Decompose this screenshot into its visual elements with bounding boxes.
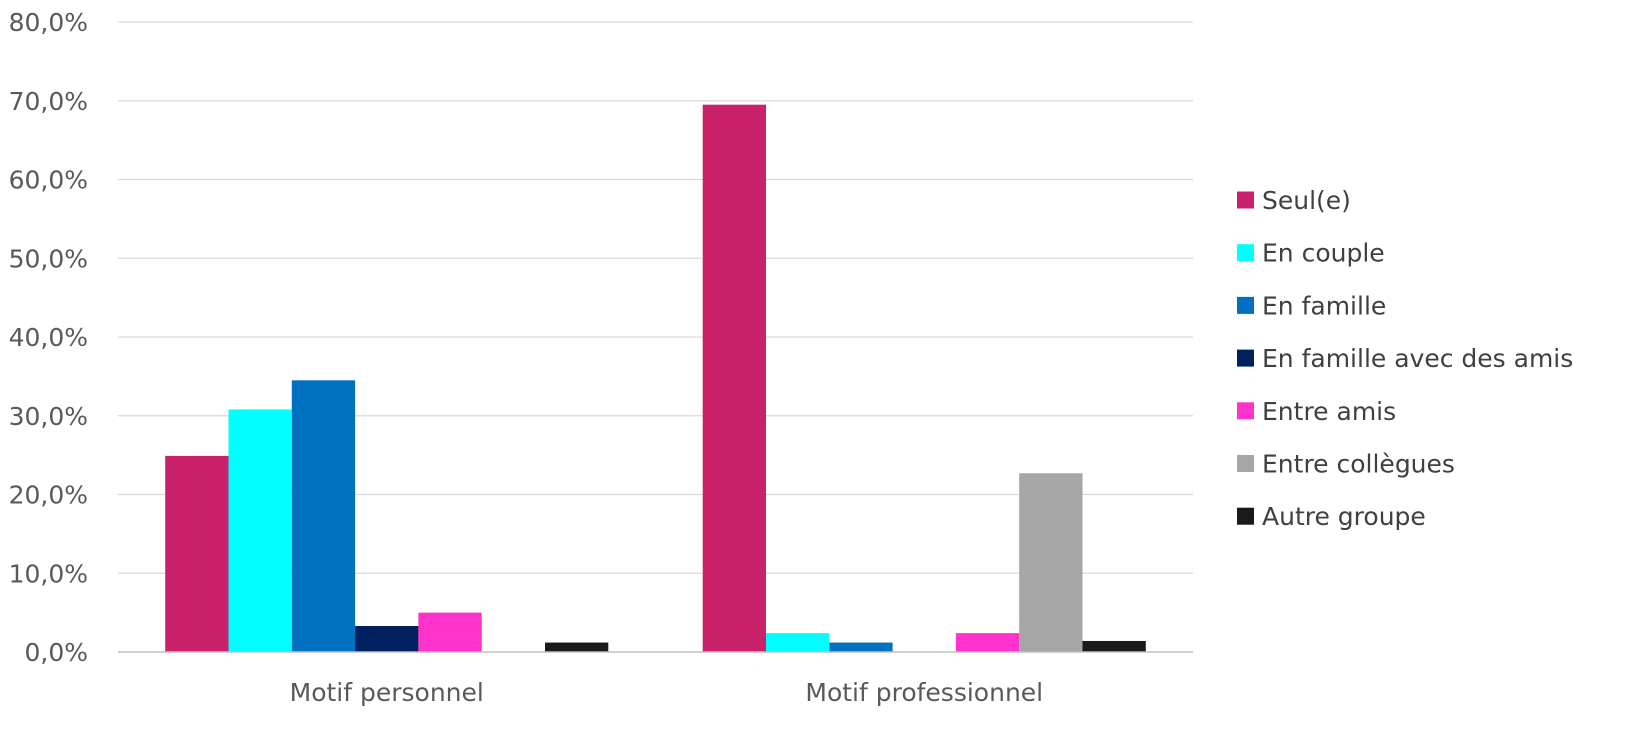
bars: [165, 104, 1146, 652]
y-tick-label: 10,0%: [9, 559, 88, 588]
y-tick-label: 40,0%: [9, 323, 88, 352]
legend-swatch: [1237, 244, 1254, 262]
category-label: Motif professionnel: [805, 678, 1043, 707]
bar-en-famille-1: [829, 642, 893, 652]
legend-swatch: [1237, 296, 1254, 314]
y-tick-label: 20,0%: [9, 481, 88, 510]
legend-label: Entre collègues: [1262, 450, 1455, 479]
legend-swatch: [1237, 191, 1254, 209]
bar-entre-amis-0: [418, 612, 482, 652]
bar-en-famille-avec-des-amis-0: [355, 626, 419, 652]
y-tick-label: 80,0%: [9, 8, 88, 37]
legend-label: En couple: [1262, 239, 1385, 268]
legend: Seul(e) En couple En famille En famille ave…: [1237, 186, 1573, 531]
bar-entre-amis-1: [955, 633, 1020, 652]
bar-en-couple-0: [228, 409, 292, 652]
legend-swatch: [1237, 349, 1254, 367]
y-tick-label: 30,0%: [9, 402, 88, 431]
legend-label: Entre amis: [1262, 397, 1396, 426]
y-tick-label: 70,0%: [9, 87, 88, 116]
category-label: Motif personnel: [290, 678, 484, 707]
bar-autre-groupe-0: [545, 642, 609, 652]
legend-label: En famille avec des amis: [1262, 344, 1573, 373]
legend-swatch: [1237, 402, 1254, 420]
bar-seul-e--0: [165, 455, 229, 652]
legend-label: Seul(e): [1262, 186, 1351, 215]
y-tick-label: 0,0%: [24, 638, 88, 667]
y-tick-label: 50,0%: [9, 244, 88, 273]
category-labels: Motif personnel Motif professionnel: [290, 678, 1043, 707]
y-axis-ticks: 0,0% 10,0% 20,0% 30,0% 40,0% 50,0% 60,0% 70,0% 8…: [9, 8, 88, 667]
legend-label: En famille: [1262, 291, 1386, 320]
bar-autre-groupe-1: [1082, 640, 1146, 652]
bar-en-couple-1: [766, 633, 830, 652]
bar-en-famille-0: [291, 380, 356, 652]
y-tick-label: 60,0%: [9, 166, 88, 195]
bar-entre-coll-gues-1: [1019, 473, 1083, 652]
legend-swatch: [1237, 507, 1254, 525]
bar-seul-e--1: [702, 104, 766, 652]
legend-label: Autre groupe: [1262, 502, 1426, 531]
legend-swatch: [1237, 455, 1254, 472]
